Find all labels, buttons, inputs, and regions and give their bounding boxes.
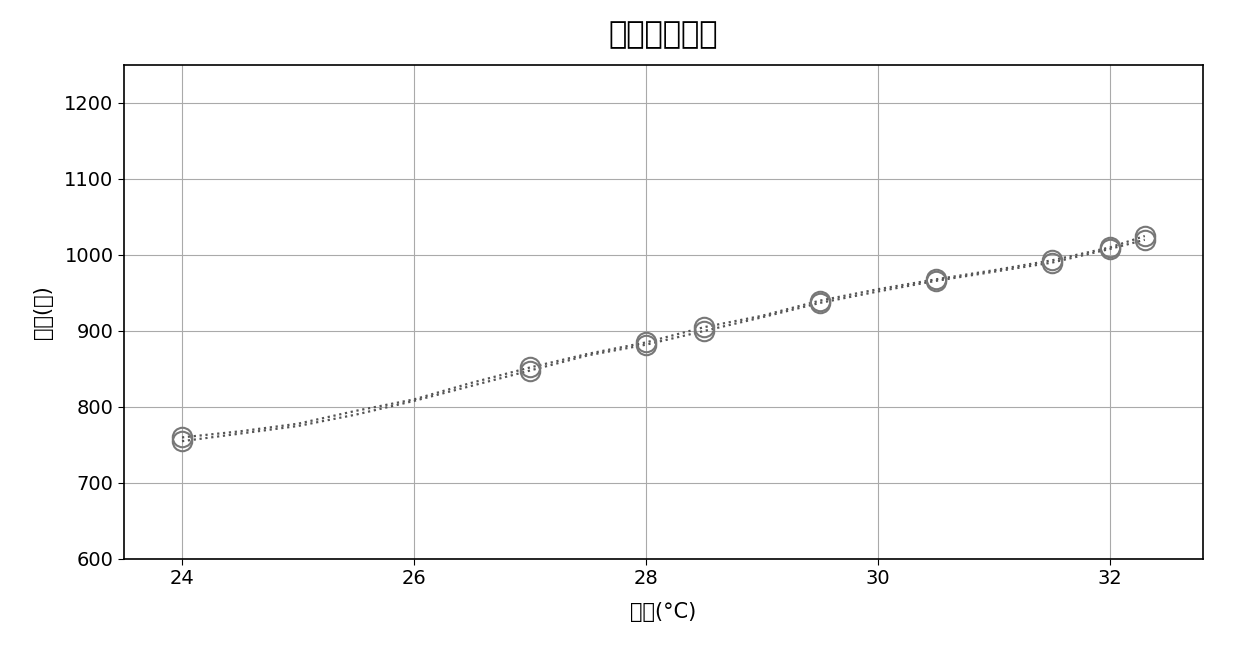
Y-axis label: 压力(托): 压力(托) bbox=[33, 285, 53, 339]
Title: 内压力对温度: 内压力对温度 bbox=[609, 20, 718, 49]
X-axis label: 温度(°C): 温度(°C) bbox=[630, 603, 697, 622]
